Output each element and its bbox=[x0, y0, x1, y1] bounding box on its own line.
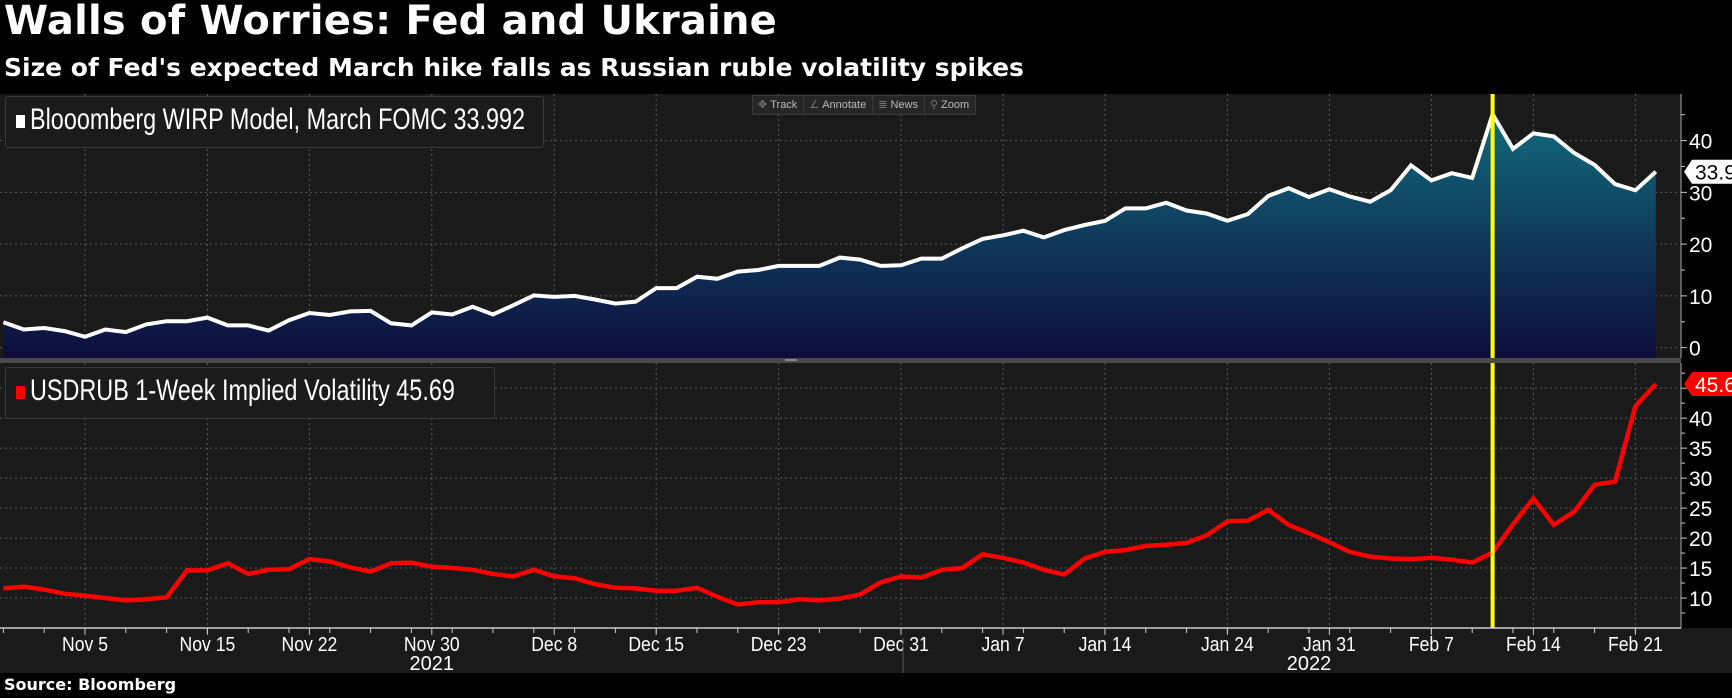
legend-swatch-white bbox=[16, 115, 25, 128]
wirp-last-value-tag: 33.99 bbox=[1695, 162, 1732, 185]
pencil-icon: ∠ bbox=[809, 99, 820, 111]
x-axis-area bbox=[0, 628, 1732, 673]
panel-divider bbox=[0, 358, 1681, 363]
news-label: News bbox=[890, 99, 918, 111]
chart-subtitle: Size of Fed's expected March hike falls … bbox=[4, 53, 1024, 82]
y-tick-label-bottom: 20 bbox=[1689, 528, 1712, 551]
legend-usdrub[interactable]: USDRUB 1-Week Implied Volatility 45.69 bbox=[5, 367, 495, 419]
y-tick-label-top: 0 bbox=[1689, 338, 1701, 361]
chart-title: Walls of Worries: Fed and Ukraine bbox=[4, 0, 777, 44]
y-tick-label-bottom: 10 bbox=[1689, 588, 1712, 611]
usdrub-line bbox=[3, 382, 1658, 607]
zoom-label: Zoom bbox=[941, 99, 970, 111]
x-tick-label: Feb 7 bbox=[1409, 633, 1454, 655]
legend-usdrub-label: USDRUB 1-Week Implied Volatility 45.69 bbox=[30, 374, 455, 407]
y-tick-label-bottom: 15 bbox=[1689, 558, 1712, 581]
x-year-label: 2022 bbox=[1287, 653, 1332, 675]
x-tick-label: Dec 23 bbox=[751, 633, 807, 655]
annotate-label: Annotate bbox=[822, 99, 867, 111]
x-tick-label: Jan 14 bbox=[1079, 633, 1132, 655]
x-tick-label: Nov 30 bbox=[404, 633, 460, 655]
x-tick-label: Feb 21 bbox=[1608, 633, 1663, 655]
magnifier-icon: ⚲ bbox=[929, 99, 939, 111]
y-tick-label-top: 20 bbox=[1689, 234, 1712, 257]
y-tick-label-top: 30 bbox=[1689, 182, 1712, 205]
panel-resize-handle bbox=[785, 359, 797, 361]
x-tick-label: Dec 31 bbox=[873, 633, 929, 655]
x-tick-label: Feb 14 bbox=[1506, 633, 1561, 655]
track-label: Track bbox=[770, 99, 798, 111]
usdrub-last-value-tag-shape bbox=[1684, 372, 1732, 397]
y-tick-label-bottom: 40 bbox=[1689, 408, 1712, 431]
legend-swatch-red bbox=[16, 386, 25, 399]
annotate-button[interactable]: ∠ Annotate bbox=[804, 96, 874, 114]
usdrub-last-value-tag: 45.69 bbox=[1695, 374, 1732, 397]
wirp-line bbox=[2, 109, 1658, 339]
y-tick-label-top: 10 bbox=[1689, 286, 1712, 309]
y-tick-label-bottom: 25 bbox=[1689, 498, 1712, 521]
y-tick-label-top: 40 bbox=[1689, 131, 1712, 154]
legend-wirp-label: Blooomberg WIRP Model, March FOMC 33.992 bbox=[30, 103, 526, 136]
x-tick-label: Dec 15 bbox=[628, 633, 684, 655]
crosshair-icon: ✥ bbox=[758, 99, 768, 111]
wirp-last-value-tag-shape bbox=[1684, 159, 1732, 184]
news-icon: ≣ bbox=[878, 99, 888, 111]
zoom-button[interactable]: ⚲ Zoom bbox=[925, 96, 975, 114]
y-tick-label-bottom: 35 bbox=[1689, 438, 1712, 461]
news-button[interactable]: ≣ News bbox=[873, 96, 925, 114]
x-tick-label: Jan 31 bbox=[1303, 633, 1356, 655]
chart-toolbar: ✥ Track ∠ Annotate ≣ News ⚲ Zoom bbox=[752, 95, 977, 115]
source-note: Source: Bloomberg bbox=[4, 675, 177, 694]
x-tick-label: Nov 22 bbox=[282, 633, 338, 655]
x-year-label: 2021 bbox=[410, 653, 455, 675]
x-tick-label: Nov 15 bbox=[180, 633, 236, 655]
x-tick-label: Nov 5 bbox=[62, 633, 108, 655]
x-tick-label: Dec 8 bbox=[531, 633, 577, 655]
y-tick-label-bottom: 30 bbox=[1689, 468, 1712, 491]
x-tick-label: Jan 7 bbox=[981, 633, 1024, 655]
wirp-area bbox=[3, 114, 1656, 358]
legend-wirp[interactable]: Blooomberg WIRP Model, March FOMC 33.992 bbox=[5, 96, 544, 148]
x-tick-label: Jan 24 bbox=[1201, 633, 1254, 655]
track-button[interactable]: ✥ Track bbox=[753, 96, 805, 114]
